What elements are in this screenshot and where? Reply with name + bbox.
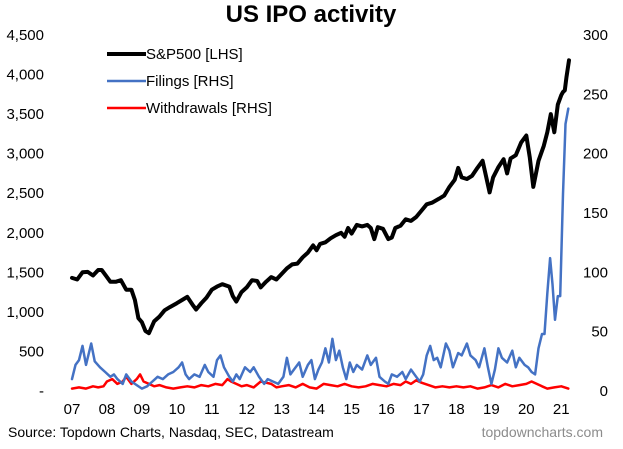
x-tick-label: 16 (378, 401, 395, 418)
left-tick-label: - (39, 383, 44, 400)
x-tick-label: 14 (308, 401, 325, 418)
right-tick-label: 100 (583, 264, 608, 281)
left-tick-label: 1,500 (6, 264, 44, 281)
left-tick-label: 4,500 (6, 27, 44, 44)
right-tick-label: 250 (583, 86, 608, 103)
right-tick-label: 150 (583, 205, 608, 222)
brand-watermark: topdowncharts.com (482, 424, 603, 440)
x-tick-label: 12 (238, 401, 255, 418)
left-axis-ticks: - 500 1,000 1,500 2,000 2,500 3,000 3,500 4,000 4… (6, 27, 44, 400)
left-tick-label: 4,000 (6, 67, 44, 84)
x-tick-label: 09 (134, 401, 151, 418)
series-line-2 (70, 373, 570, 390)
legend-label: S&P500 [LHS] (146, 46, 243, 63)
legend: S&P500 [LHS] Filings [RHS] Withdrawals [RH… (107, 46, 272, 117)
chart-title: US IPO activity (226, 1, 397, 28)
x-tick-label: 21 (553, 401, 570, 418)
left-tick-label: 1,000 (6, 304, 44, 321)
x-tick-label: 11 (204, 401, 220, 418)
right-tick-label: 200 (583, 146, 608, 163)
x-axis-ticks: 07 08 09 10 11 12 13 14 15 16 17 18 19 20 21 (64, 401, 570, 418)
x-tick-label: 18 (448, 401, 465, 418)
x-tick-label: 13 (273, 401, 290, 418)
x-tick-label: 15 (343, 401, 360, 418)
x-tick-label: 08 (99, 401, 116, 418)
x-tick-label: 10 (168, 401, 185, 418)
legend-label: Filings [RHS] (146, 73, 234, 90)
x-tick-label: 20 (518, 401, 535, 418)
left-tick-label: 2,500 (6, 185, 44, 202)
left-tick-label: 500 (19, 343, 44, 360)
left-tick-label: 3,500 (6, 106, 44, 123)
series-line-0 (70, 58, 571, 336)
x-tick-label: 17 (413, 401, 430, 418)
right-tick-label: 300 (583, 27, 608, 44)
right-axis-ticks: 0 50 100 150 200 250 300 (583, 27, 608, 400)
right-tick-label: 50 (591, 324, 608, 341)
series-layer (70, 58, 571, 390)
x-tick-label: 07 (64, 401, 81, 418)
left-tick-label: 2,000 (6, 225, 44, 242)
left-tick-label: 3,000 (6, 146, 44, 163)
legend-label: Withdrawals [RHS] (146, 100, 272, 117)
x-tick-label: 19 (483, 401, 500, 418)
right-tick-label: 0 (600, 383, 608, 400)
source-note: Source: Topdown Charts, Nasdaq, SEC, Dat… (8, 424, 334, 440)
series-line-1 (70, 107, 570, 390)
